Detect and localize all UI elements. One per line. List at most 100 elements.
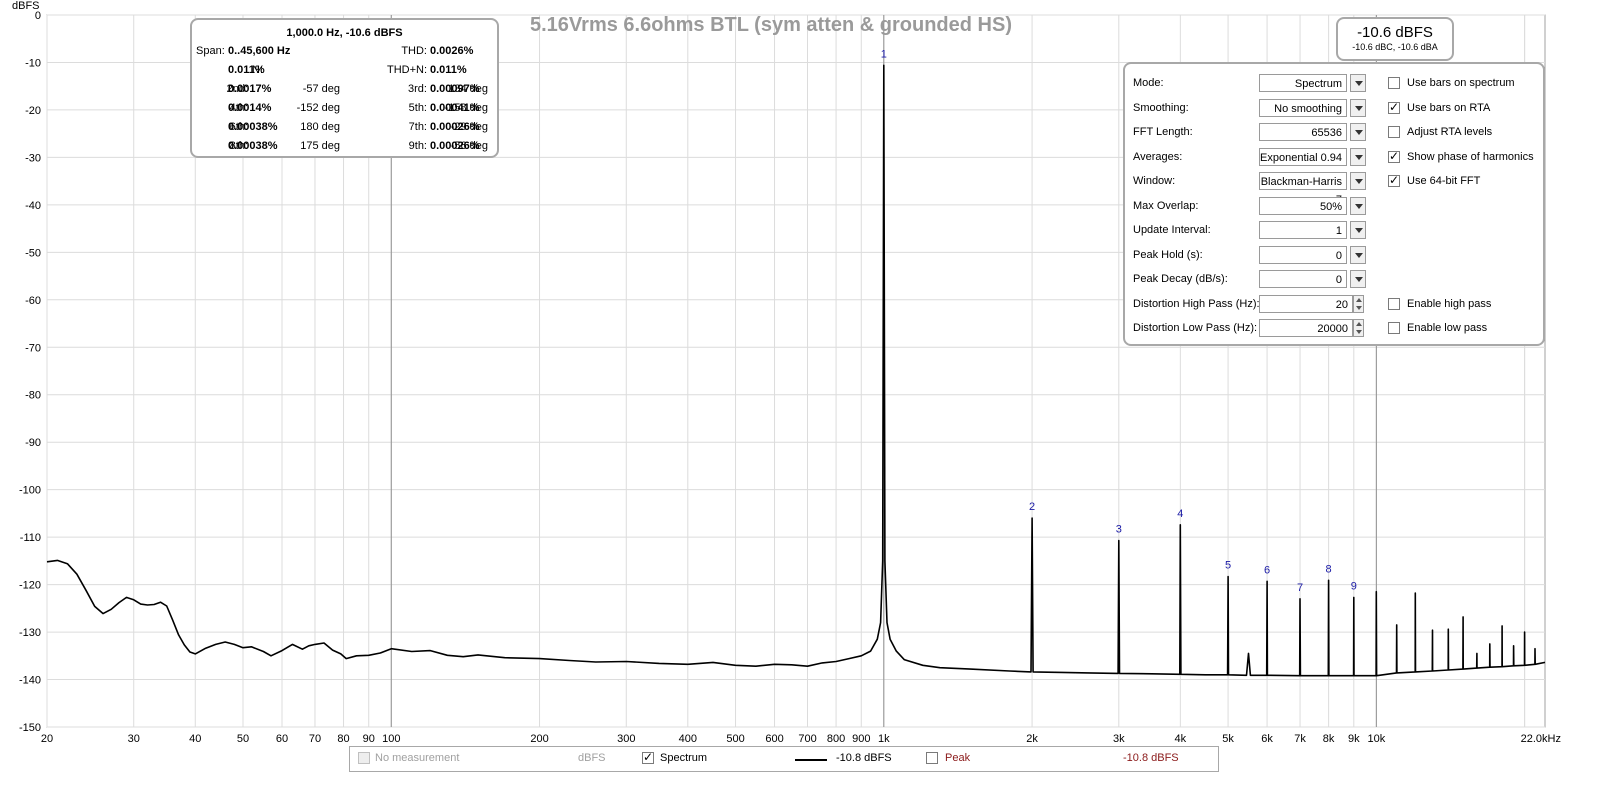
spectrum-checkbox[interactable] [642, 750, 654, 764]
option-label: Adjust RTA levels [1407, 126, 1493, 138]
harmonic-marker: 3 [1116, 523, 1122, 535]
harmonic-label: 7th: [408, 121, 427, 133]
option-label: Use 64-bit FFT [1407, 175, 1481, 187]
control-label: Distortion High Pass (Hz): [1133, 297, 1260, 310]
control-label: Distortion Low Pass (Hz): [1133, 322, 1258, 334]
y-tick-label: -80 [25, 390, 41, 402]
x-tick-label: 9k [1348, 733, 1360, 745]
dropdown-arrow-icon[interactable] [1350, 74, 1366, 92]
spin-arrows-icon[interactable] [1353, 319, 1364, 337]
control-label: Window: [1133, 175, 1176, 187]
dropdown-arrow-icon[interactable] [1350, 98, 1366, 117]
y-tick-label: -10 [25, 57, 41, 69]
option-label: Enable high pass [1407, 297, 1492, 310]
harmonic-marker: 7 [1297, 582, 1303, 594]
harmonic-value: 0.00041% [430, 102, 480, 114]
x-tick-label: 30 [128, 733, 140, 745]
span-value: 0..45,600 Hz [228, 45, 291, 57]
control-dropdown[interactable]: Exponential 0.94 [1259, 147, 1347, 166]
dropdown-arrow-icon[interactable] [1350, 221, 1366, 239]
option-label: Enable low pass [1407, 322, 1488, 334]
harmonic-label: 4th: [229, 102, 248, 114]
dropdown-arrow-icon[interactable] [1350, 172, 1366, 190]
harmonic-marker: 4 [1177, 508, 1183, 520]
option-checkbox[interactable] [1388, 149, 1400, 163]
option-checkbox[interactable] [1388, 173, 1400, 187]
noise-value: 0.011% [228, 64, 265, 76]
harmonic-value: 0.00026% [430, 140, 480, 152]
y-tick-label: -30 [25, 152, 41, 164]
y-tick-label: -140 [19, 675, 41, 687]
control-dropdown[interactable]: 50% [1259, 196, 1347, 215]
option-checkbox[interactable] [1388, 77, 1400, 89]
span-label: Span: [196, 45, 225, 57]
control-spinbox[interactable]: 20000 [1259, 319, 1353, 337]
dropdown-arrow-icon[interactable] [1350, 270, 1366, 288]
x-tick-label: 400 [679, 733, 697, 745]
control-label: Peak Decay (dB/s): [1133, 273, 1228, 285]
harmonic-marker: 2 [1029, 501, 1035, 513]
dropdown-arrow-icon[interactable] [1350, 245, 1366, 264]
harmonic-value: 0.00026% [430, 121, 480, 133]
y-tick-label: -70 [25, 342, 41, 354]
dropdown-arrow-icon[interactable] [1350, 123, 1366, 141]
harmonic-value: 0.00097% [430, 83, 480, 95]
control-dropdown[interactable]: 1 [1259, 221, 1347, 239]
harmonic-marker: 9 [1351, 580, 1357, 592]
option-checkbox[interactable] [1388, 297, 1400, 310]
spectrum-trace [46, 64, 1546, 677]
level-main: -10.6 dBFS [1357, 24, 1433, 41]
harmonic-phase: 175 deg [300, 140, 340, 152]
harmonics-header: 1,000.0 Hz, -10.6 dBFS [286, 27, 403, 39]
harmonic-label: 8th: [229, 140, 248, 152]
spectrum-line-swatch [795, 759, 827, 761]
control-label: Update Interval: [1133, 224, 1211, 236]
option-label: Use bars on spectrum [1407, 77, 1515, 89]
harmonics-panel: 1,000.0 Hz, -10.6 dBFS Span: 0..45,600 H… [190, 18, 499, 158]
control-dropdown[interactable]: 0 [1259, 270, 1347, 288]
dropdown-arrow-icon[interactable] [1350, 147, 1366, 166]
y-tick-label: -90 [25, 437, 41, 449]
option-checkbox[interactable] [1388, 126, 1400, 138]
x-tick-label: 200 [530, 733, 548, 745]
spin-arrows-icon[interactable] [1353, 294, 1364, 313]
x-tick-label: 10k [1367, 733, 1385, 745]
harmonic-marker: 1 [881, 48, 887, 60]
x-tick-label: 2k [1026, 733, 1038, 745]
harmonic-phase: 180 deg [300, 121, 340, 133]
harmonic-phase: -57 deg [302, 83, 340, 95]
option-checkbox[interactable] [1388, 100, 1400, 114]
harmonic-value: 0.0017% [228, 83, 272, 95]
no-measurement-checkbox[interactable] [358, 752, 370, 764]
option-checkbox[interactable] [1388, 322, 1400, 334]
x-tick-label: 7k [1294, 733, 1306, 745]
control-dropdown[interactable]: No smoothing [1259, 98, 1347, 117]
control-dropdown[interactable]: 65536 [1259, 123, 1347, 141]
harmonic-label: 9th: [408, 140, 427, 152]
peak-value: -10.8 dBFS [1123, 752, 1179, 764]
x-tick-label: 22.0kHz [1521, 733, 1561, 745]
control-dropdown[interactable]: Spectrum [1259, 74, 1347, 92]
x-tick-label: 1k [878, 733, 890, 745]
thdn-value: 0.011% [430, 64, 467, 76]
harmonic-phase: -152 deg [296, 102, 340, 114]
chart-title: 5.16Vrms 6.6ohms BTL (sym atten & ground… [530, 14, 1012, 36]
y-tick-label: -150 [19, 722, 41, 734]
control-spinbox[interactable]: 20 [1259, 294, 1353, 313]
control-dropdown[interactable]: Blackman-Harris 7 [1259, 172, 1347, 206]
harmonic-marker: 6 [1264, 564, 1270, 576]
harmonic-label: 3rd: [408, 83, 427, 95]
x-tick-label: 70 [309, 733, 321, 745]
control-dropdown[interactable]: 0 [1259, 245, 1347, 264]
x-tick-label: 50 [237, 733, 249, 745]
y-axis-label: dBFS [12, 0, 40, 12]
dropdown-arrow-icon[interactable] [1350, 196, 1366, 215]
harmonic-value: 0.0014% [228, 102, 272, 114]
peak-checkbox[interactable] [926, 752, 938, 764]
x-tick-label: 500 [726, 733, 744, 745]
no-measurement-label: No measurement [375, 752, 460, 764]
thd-value: 0.0026% [430, 45, 474, 57]
harmonic-phase: 134 deg [448, 83, 488, 95]
x-tick-label: 5k [1222, 733, 1234, 745]
x-tick-label: 3k [1113, 733, 1125, 745]
